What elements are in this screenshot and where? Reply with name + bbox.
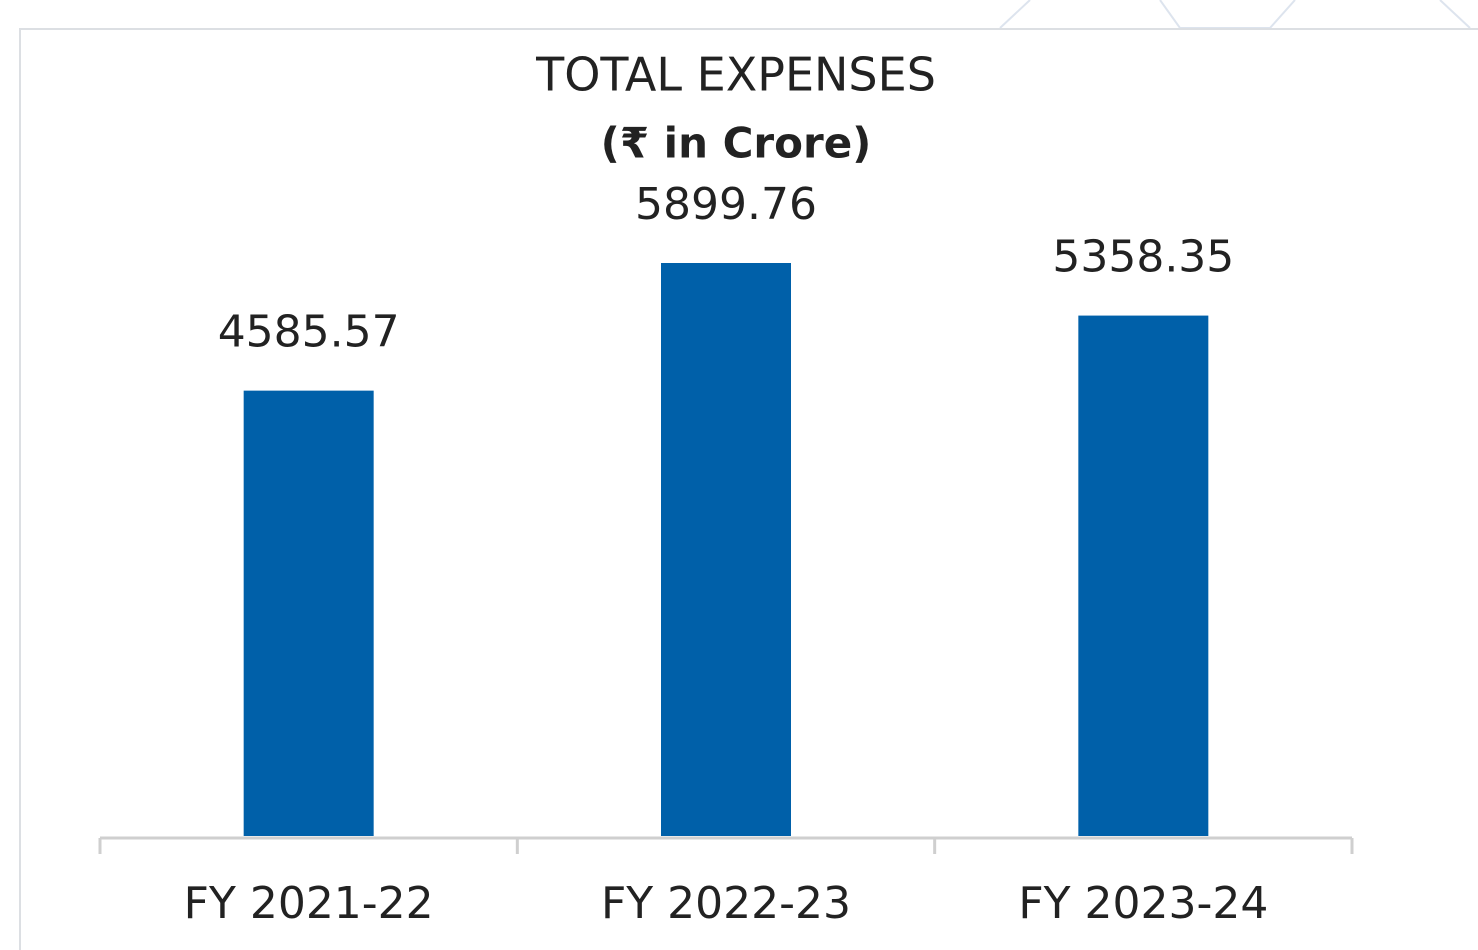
chart-subtitle: (₹ in Crore) (601, 119, 872, 168)
bar (1078, 315, 1209, 836)
background-decoration (999, 0, 1471, 29)
x-tick-label: FY 2023-24 (1018, 878, 1268, 929)
bar (243, 390, 374, 836)
chart-title: TOTAL EXPENSES (535, 48, 936, 102)
bar (661, 263, 791, 836)
x-tick-label: FY 2021-22 (184, 878, 434, 929)
data-label: 4585.57 (218, 307, 400, 358)
data-label: 5358.35 (1052, 232, 1234, 283)
data-label: 5899.76 (635, 179, 817, 230)
x-tick-label: FY 2022-23 (601, 878, 851, 929)
